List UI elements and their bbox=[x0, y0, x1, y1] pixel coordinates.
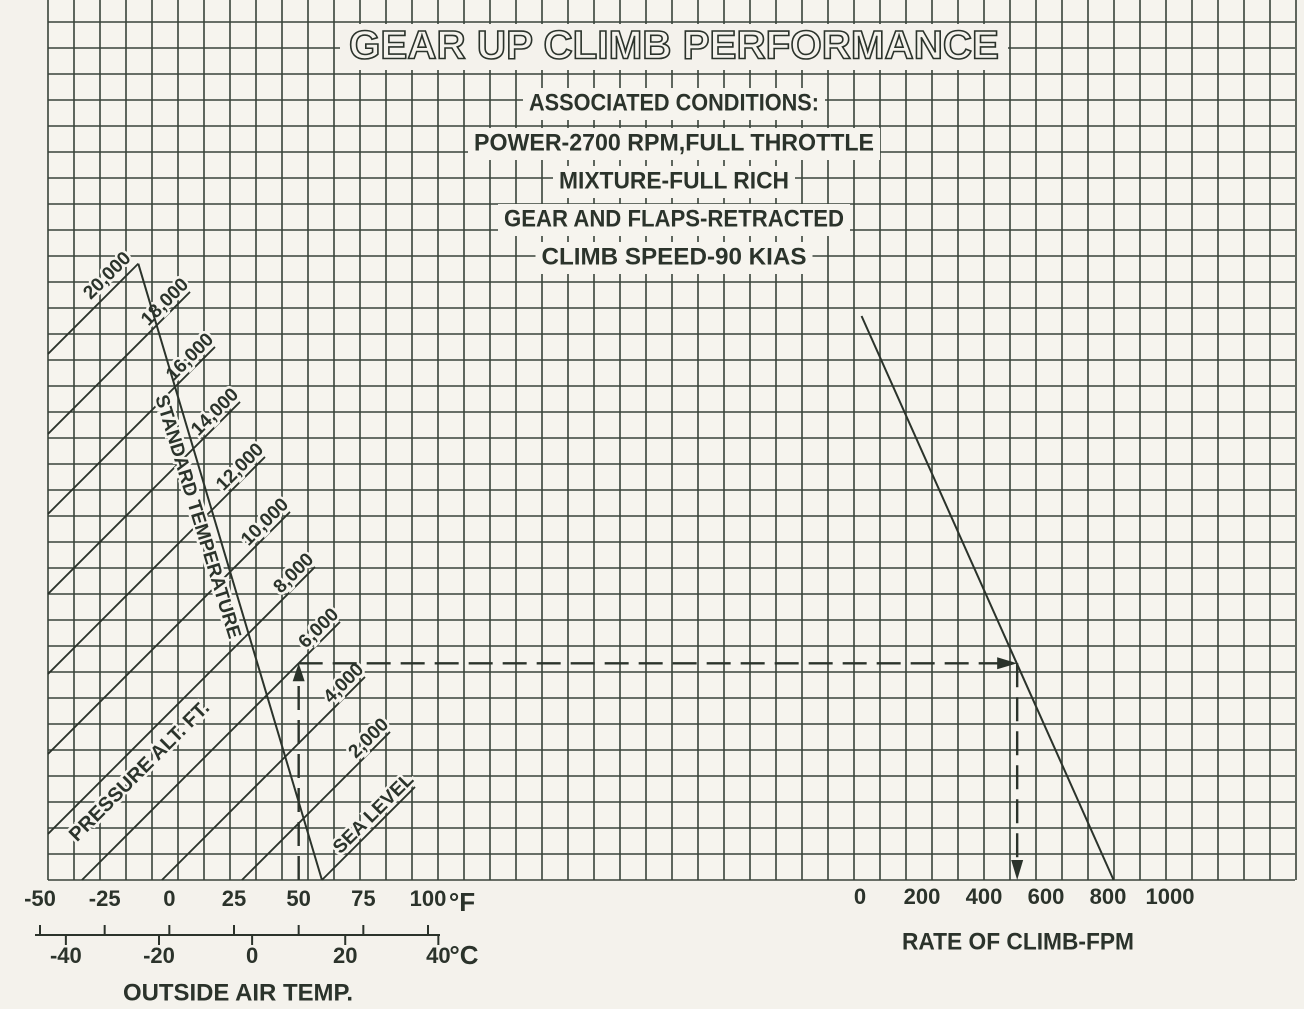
condition-text: CLIMB SPEED-90 KIAS bbox=[542, 243, 807, 270]
label-bg bbox=[498, 204, 850, 236]
f-tick-label: 50 bbox=[286, 886, 310, 911]
condition-text: POWER-2700 RPM,FULL THROTTLE bbox=[474, 129, 874, 156]
roc-tick-label: 1000 bbox=[1146, 884, 1195, 909]
f-tick-label: 75 bbox=[351, 886, 375, 911]
altitude-line bbox=[47, 291, 191, 435]
f-tick-label: -50 bbox=[24, 886, 56, 911]
condition-text: MIXTURE-FULL RICH bbox=[559, 167, 789, 194]
rate-line bbox=[860, 315, 1115, 881]
altitude-line bbox=[321, 786, 416, 881]
roc-tick-label: 0 bbox=[854, 884, 866, 909]
roc-tick-label: 600 bbox=[1028, 884, 1065, 909]
chart-title: GEAR UP CLIMB PERFORMANCE bbox=[349, 24, 999, 68]
roc-tick-label: 200 bbox=[904, 884, 941, 909]
f-unit: °F bbox=[449, 887, 475, 917]
standard-temperature-line bbox=[137, 263, 323, 881]
altitude-line bbox=[47, 566, 316, 835]
altitude-line bbox=[47, 263, 139, 355]
roc-tick-label: 400 bbox=[966, 884, 1003, 909]
oat-label: OUTSIDE AIR TEMP. bbox=[123, 979, 353, 1006]
roc-label: RATE OF CLIMB-FPM bbox=[902, 928, 1134, 955]
c-tick-label: -20 bbox=[143, 943, 175, 968]
arrow-head bbox=[997, 657, 1018, 670]
label-bg bbox=[468, 128, 880, 160]
condition-text: GEAR AND FLAPS-RETRACTED bbox=[504, 205, 844, 232]
f-tick-label: 100 bbox=[410, 886, 447, 911]
c-tick-label: 0 bbox=[246, 943, 258, 968]
altitude-line bbox=[241, 731, 391, 881]
c-tick-label: -40 bbox=[50, 943, 82, 968]
label-bg bbox=[523, 88, 825, 120]
altitude-line bbox=[47, 346, 216, 515]
condition-text: ASSOCIATED CONDITIONS: bbox=[529, 89, 819, 116]
roc-tick-label: 800 bbox=[1090, 884, 1127, 909]
c-tick-label: 40 bbox=[426, 943, 450, 968]
label-bg bbox=[553, 166, 795, 198]
c-unit: °C bbox=[449, 940, 478, 970]
f-tick-label: 25 bbox=[222, 886, 246, 911]
altitude-line bbox=[47, 511, 291, 755]
arrow-head bbox=[292, 663, 305, 682]
arrow-head bbox=[1011, 860, 1024, 880]
altitude-line bbox=[47, 401, 241, 595]
altitude-line bbox=[47, 456, 266, 675]
f-tick-label: -25 bbox=[89, 886, 121, 911]
altitude-line bbox=[81, 621, 341, 881]
f-tick-label: 0 bbox=[163, 886, 175, 911]
altitude-line bbox=[161, 676, 366, 881]
label-bg bbox=[535, 242, 813, 274]
title-box bbox=[340, 24, 1008, 70]
c-tick-label: 20 bbox=[333, 943, 357, 968]
